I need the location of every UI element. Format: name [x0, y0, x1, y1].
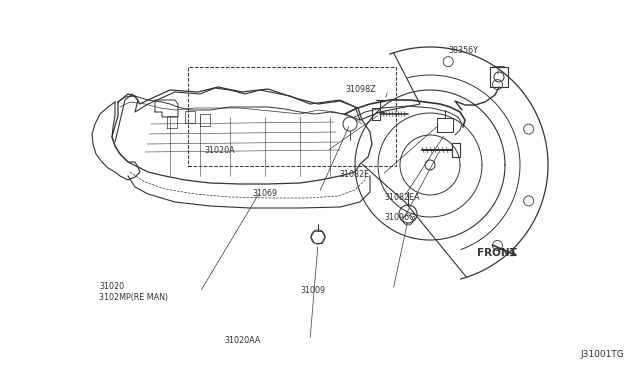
Text: 31009: 31009: [301, 286, 326, 295]
Text: 31082E: 31082E: [339, 170, 369, 179]
Text: 31069: 31069: [253, 189, 278, 198]
Text: FRONT: FRONT: [477, 248, 516, 258]
Text: 31082EA: 31082EA: [384, 193, 420, 202]
Text: 31020
3102MP(RE MAN): 31020 3102MP(RE MAN): [99, 282, 168, 302]
Text: J31001TG: J31001TG: [580, 350, 624, 359]
Text: 38356Y: 38356Y: [448, 46, 478, 55]
Text: 31020AA: 31020AA: [224, 336, 260, 345]
Text: 31098Z: 31098Z: [346, 85, 376, 94]
Text: 31096G: 31096G: [384, 213, 415, 222]
Text: 31020A: 31020A: [205, 146, 236, 155]
